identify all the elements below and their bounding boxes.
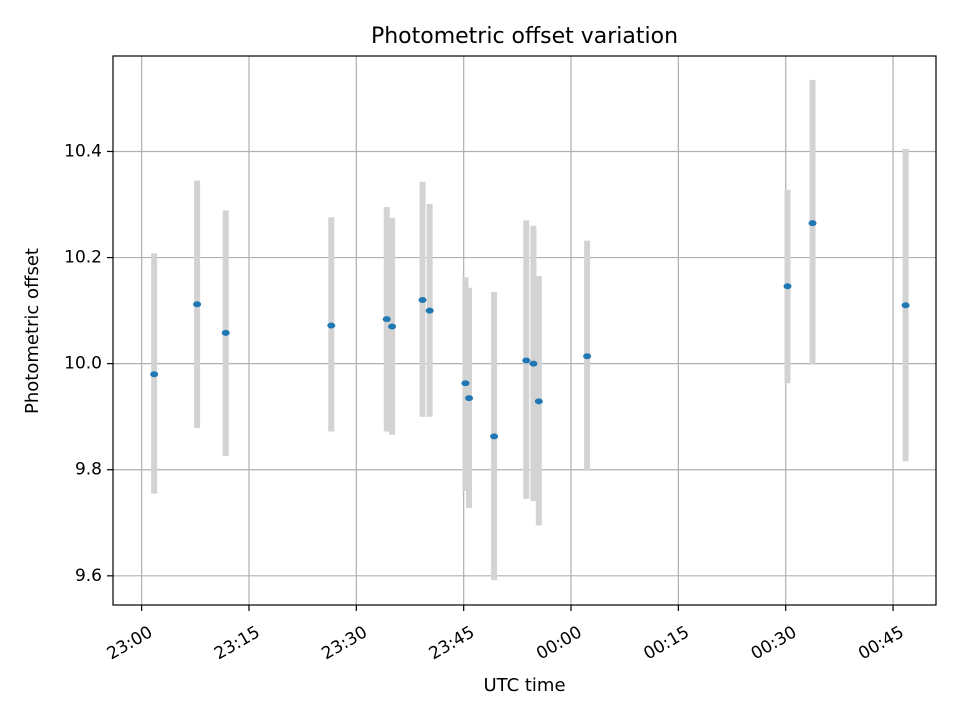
data-point [522,357,531,364]
data-point [425,307,434,314]
data-point [150,371,159,378]
data-point [529,360,538,367]
y-tick-label: 9.8 [75,460,102,480]
data-point [465,395,474,402]
x-tick-label: 00:00 [533,622,585,664]
data-point [461,380,470,387]
x-axis-label: UTC time [483,675,565,696]
y-axis-label: Photometric offset [22,248,43,414]
x-axis-ticks: 23:00 23:15 23:30 23:45 00:00 00:15 00:30 00:45 [104,605,908,664]
data-point [490,433,499,440]
y-axis-ticks: 9.6 9.8 10.0 10.2 10.4 [64,141,113,586]
data-point [583,353,592,360]
x-tick-label: 23:15 [211,622,263,664]
error-bars [151,79,909,581]
x-tick-label: 00:45 [855,622,907,664]
y-tick-label: 10.2 [64,248,102,268]
x-tick-label: 23:00 [104,622,156,664]
y-tick-label: 10.4 [64,141,102,161]
x-tick-label: 00:15 [640,622,692,664]
x-tick-label: 23:45 [426,622,478,664]
data-point [193,301,202,308]
data-point [327,322,336,329]
data-point [418,297,427,303]
chart-title: Photometric offset variation [371,24,678,49]
data-points [150,220,910,440]
x-tick-label: 23:30 [318,622,370,664]
y-tick-label: 9.6 [75,566,102,586]
data-point [783,283,792,290]
data-point [382,316,391,323]
grid [113,56,936,605]
plot-frame [112,55,937,606]
data-point [534,398,543,405]
data-point [388,323,397,330]
data-point [808,220,817,227]
y-tick-label: 10.0 [64,354,102,374]
data-point [901,302,910,309]
x-tick-label: 00:30 [748,622,800,664]
data-point [221,329,230,336]
